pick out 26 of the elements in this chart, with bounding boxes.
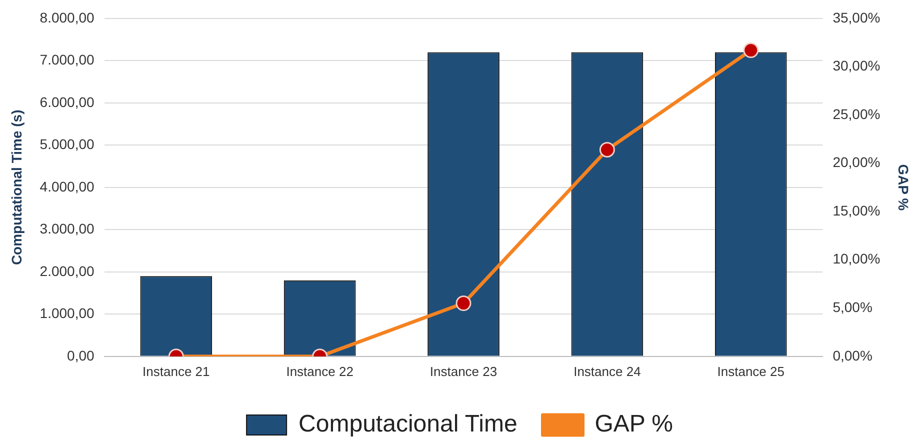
y-tick-label: 3.000,00 [40, 220, 95, 237]
x-tick-label: Instance 24 [574, 364, 641, 379]
y2-tick-label: 10,00% [832, 250, 880, 267]
y-tick-label: 4.000,00 [40, 178, 95, 194]
y2-tick-label: 5,00% [832, 298, 872, 315]
y-tick-label: 5.000,00 [40, 136, 95, 152]
y2-tick-label: 30,00% [832, 58, 880, 74]
y2-tick-label: 15,00% [832, 202, 880, 218]
y2-tick-label: 35,00% [832, 9, 880, 26]
y-tick-label: 8.000,00 [40, 9, 95, 26]
x-tick-label: Instance 23 [430, 364, 498, 379]
x-tick-label: Instance 25 [717, 364, 784, 379]
y-tick-label: 1.000,00 [40, 305, 95, 322]
y2-axis-title: GAP % [896, 164, 912, 212]
y-tick-label: 7.000,00 [40, 52, 95, 68]
y2-tick-label: 0,00% [832, 347, 872, 364]
x-tick-label: Instance 21 [142, 364, 210, 379]
y2-tick-label: 25,00% [832, 106, 880, 122]
legend-label: GAP % [594, 410, 674, 438]
y-tick-label: 6.000,00 [40, 94, 95, 110]
legend-label: Computacional Time [298, 410, 518, 438]
y2-tick-label: 20,00% [832, 154, 880, 170]
y-tick-label: 2.000,00 [40, 262, 95, 279]
y-axis-title: Computational Time (s) [8, 110, 24, 266]
y-tick-label: 0,00 [67, 347, 95, 364]
x-tick-label: Instance 22 [286, 364, 354, 379]
